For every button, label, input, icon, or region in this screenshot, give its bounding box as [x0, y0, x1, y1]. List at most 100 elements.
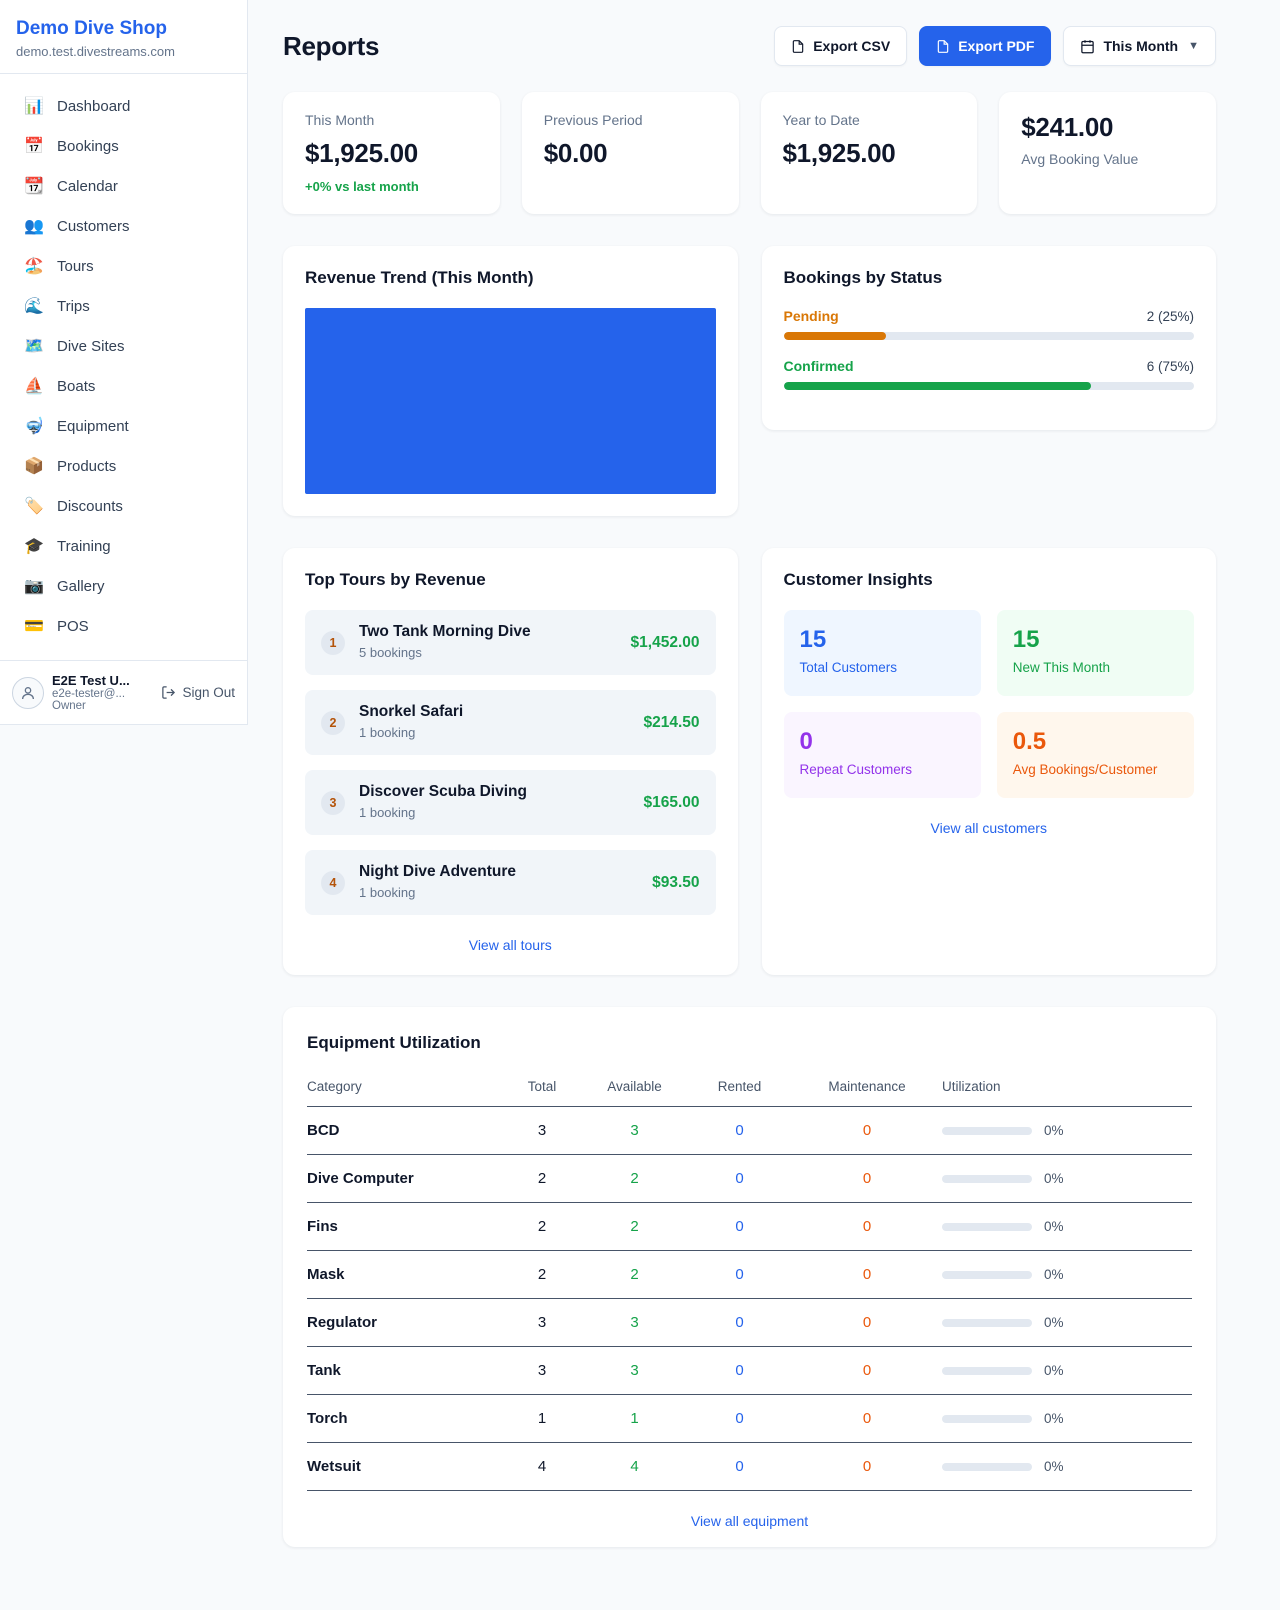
progress-track: [783, 382, 1194, 390]
products-icon: 📦: [24, 458, 44, 475]
table-row: Tank 3 3 0 0 0%: [307, 1347, 1192, 1395]
training-icon: 🎓: [24, 538, 44, 555]
total-cell: 3: [537, 1122, 547, 1139]
stat-label: Year to Date: [782, 112, 860, 128]
charts-row: Revenue Trend (This Month) Bookings by S…: [283, 246, 1216, 516]
utilization-pct: 0%: [1044, 1459, 1064, 1474]
sign-out-button[interactable]: Sign Out: [161, 685, 235, 700]
sidebar-item-label: Bookings: [57, 137, 119, 155]
status-value: 2 (25%): [1146, 308, 1194, 324]
utilization-track: [942, 1126, 1032, 1135]
utilization-track: [942, 1318, 1032, 1327]
period-select[interactable]: This Month ▼: [1063, 26, 1216, 66]
col-available: Available: [607, 1079, 662, 1094]
user-meta: E2E Test U... e2e-tester@... Owner: [52, 673, 153, 712]
avatar: [12, 676, 44, 709]
rented-cell: 0: [735, 1410, 744, 1427]
col-maintenance: Maintenance: [828, 1079, 906, 1094]
utilization-cell: 0%: [942, 1315, 1192, 1330]
utilization-cell: 0%: [942, 1411, 1192, 1426]
available-cell: 3: [630, 1362, 639, 1379]
status-row-pending: Pending 2 (25%): [783, 308, 1194, 340]
table-row: Regulator 3 3 0 0 0%: [307, 1299, 1192, 1347]
stat-card-this-month: This Month $1,925.00 +0% vs last month: [283, 92, 500, 214]
table-header-row: Category Total Available Rented Maintena…: [307, 1073, 1192, 1107]
file-icon: [937, 39, 949, 53]
sidebar-item-customers[interactable]: 👥 Customers: [0, 206, 247, 246]
export-csv-button[interactable]: Export CSV: [774, 26, 908, 66]
sidebar-item-bookings[interactable]: 📅 Bookings: [0, 126, 247, 166]
category-cell: Dive Computer: [307, 1170, 414, 1187]
utilization-cell: 0%: [942, 1459, 1192, 1474]
view-all-equipment-link[interactable]: View all equipment: [690, 1513, 809, 1529]
sidebar-item-dashboard[interactable]: 📊 Dashboard: [0, 86, 247, 126]
sidebar-item-label: Training: [57, 537, 111, 555]
view-all-tours-link[interactable]: View all tours: [468, 937, 552, 953]
available-cell: 1: [630, 1410, 639, 1427]
col-utilization: Utilization: [942, 1079, 1001, 1094]
rented-cell: 0: [735, 1362, 744, 1379]
tour-name: Night Dive Adventure: [359, 863, 517, 880]
col-total: Total: [527, 1079, 557, 1094]
maintenance-cell: 0: [862, 1170, 872, 1187]
sidebar-item-label: Customers: [57, 217, 130, 235]
sidebar-item-calendar[interactable]: 📆 Calendar: [0, 166, 247, 206]
bookings-by-status-title: Bookings by Status: [783, 268, 943, 287]
tour-row: 3 Discover Scuba Diving 1 booking $165.00: [305, 770, 716, 835]
status-row-confirmed: Confirmed 6 (75%): [783, 358, 1194, 390]
sidebar-item-pos[interactable]: 💳 POS: [0, 606, 247, 646]
sidebar-item-discounts[interactable]: 🏷️ Discounts: [0, 486, 247, 526]
tile-label: Repeat Customers: [799, 762, 913, 777]
category-cell: Mask: [307, 1266, 345, 1283]
sidebar-item-label: POS: [57, 617, 89, 635]
table-row: Dive Computer 2 2 0 0 0%: [307, 1155, 1192, 1203]
sidebar-item-dive-sites[interactable]: 🗺️ Dive Sites: [0, 326, 247, 366]
header-actions: Export CSV Export PDF This Month ▼: [774, 26, 1216, 66]
sidebar-item-gallery[interactable]: 📷 Gallery: [0, 566, 247, 606]
export-pdf-button[interactable]: Export PDF: [919, 26, 1052, 66]
brand-block: Demo Dive Shop demo.test.divestreams.com: [0, 0, 247, 74]
sidebar-item-label: Discounts: [57, 497, 123, 515]
dashboard-icon: 📊: [24, 98, 44, 115]
stat-label: This Month: [305, 112, 375, 128]
tile-label: Avg Bookings/Customer: [1012, 762, 1158, 777]
tile-label: Total Customers: [799, 660, 898, 675]
brand-domain: demo.test.divestreams.com: [16, 44, 175, 59]
tile-avg-bookings-customer: 0.5 Avg Bookings/Customer: [996, 712, 1194, 798]
maintenance-cell: 0: [862, 1410, 872, 1427]
maintenance-cell: 0: [862, 1362, 872, 1379]
maintenance-cell: 0: [862, 1122, 872, 1139]
tour-name: Two Tank Morning Dive: [359, 623, 531, 640]
progress-fill: [783, 332, 887, 340]
total-cell: 4: [537, 1458, 547, 1475]
sidebar-item-label: Dashboard: [57, 97, 131, 115]
utilization-track: [942, 1462, 1032, 1471]
view-all-customers-link[interactable]: View all customers: [930, 820, 1047, 836]
available-cell: 2: [630, 1170, 639, 1187]
tour-bookings: 5 bookings: [359, 645, 422, 660]
main-content: Reports Export CSV Export PDF This Month…: [248, 0, 1280, 1587]
sidebar-item-training[interactable]: 🎓 Training: [0, 526, 247, 566]
rented-cell: 0: [735, 1218, 744, 1235]
utilization-pct: 0%: [1044, 1267, 1064, 1282]
maintenance-cell: 0: [862, 1218, 872, 1235]
revenue-trend-card: Revenue Trend (This Month): [283, 246, 738, 516]
sidebar-item-tours[interactable]: 🏖️ Tours: [0, 246, 247, 286]
tile-value: 0.5: [1012, 728, 1047, 755]
utilization-cell: 0%: [942, 1267, 1192, 1282]
revenue-trend-title: Revenue Trend (This Month): [305, 268, 534, 287]
utilization-track: [942, 1270, 1032, 1279]
revenue-trend-chart: [305, 308, 716, 494]
sidebar-item-equipment[interactable]: 🤿 Equipment: [0, 406, 247, 446]
page-header: Reports Export CSV Export PDF This Month…: [283, 26, 1216, 66]
sidebar-item-trips[interactable]: 🌊 Trips: [0, 286, 247, 326]
stat-label: Previous Period: [543, 112, 643, 128]
tour-name: Discover Scuba Diving: [359, 783, 527, 800]
tour-revenue: $165.00: [643, 793, 700, 811]
sidebar-item-boats[interactable]: ⛵ Boats: [0, 366, 247, 406]
pos-icon: 💳: [24, 618, 44, 635]
sidebar-item-products[interactable]: 📦 Products: [0, 446, 247, 486]
chevron-down-icon: ▼: [1188, 40, 1199, 52]
calendar-icon: 📆: [24, 178, 44, 195]
sidebar-item-label: Trips: [57, 297, 90, 315]
